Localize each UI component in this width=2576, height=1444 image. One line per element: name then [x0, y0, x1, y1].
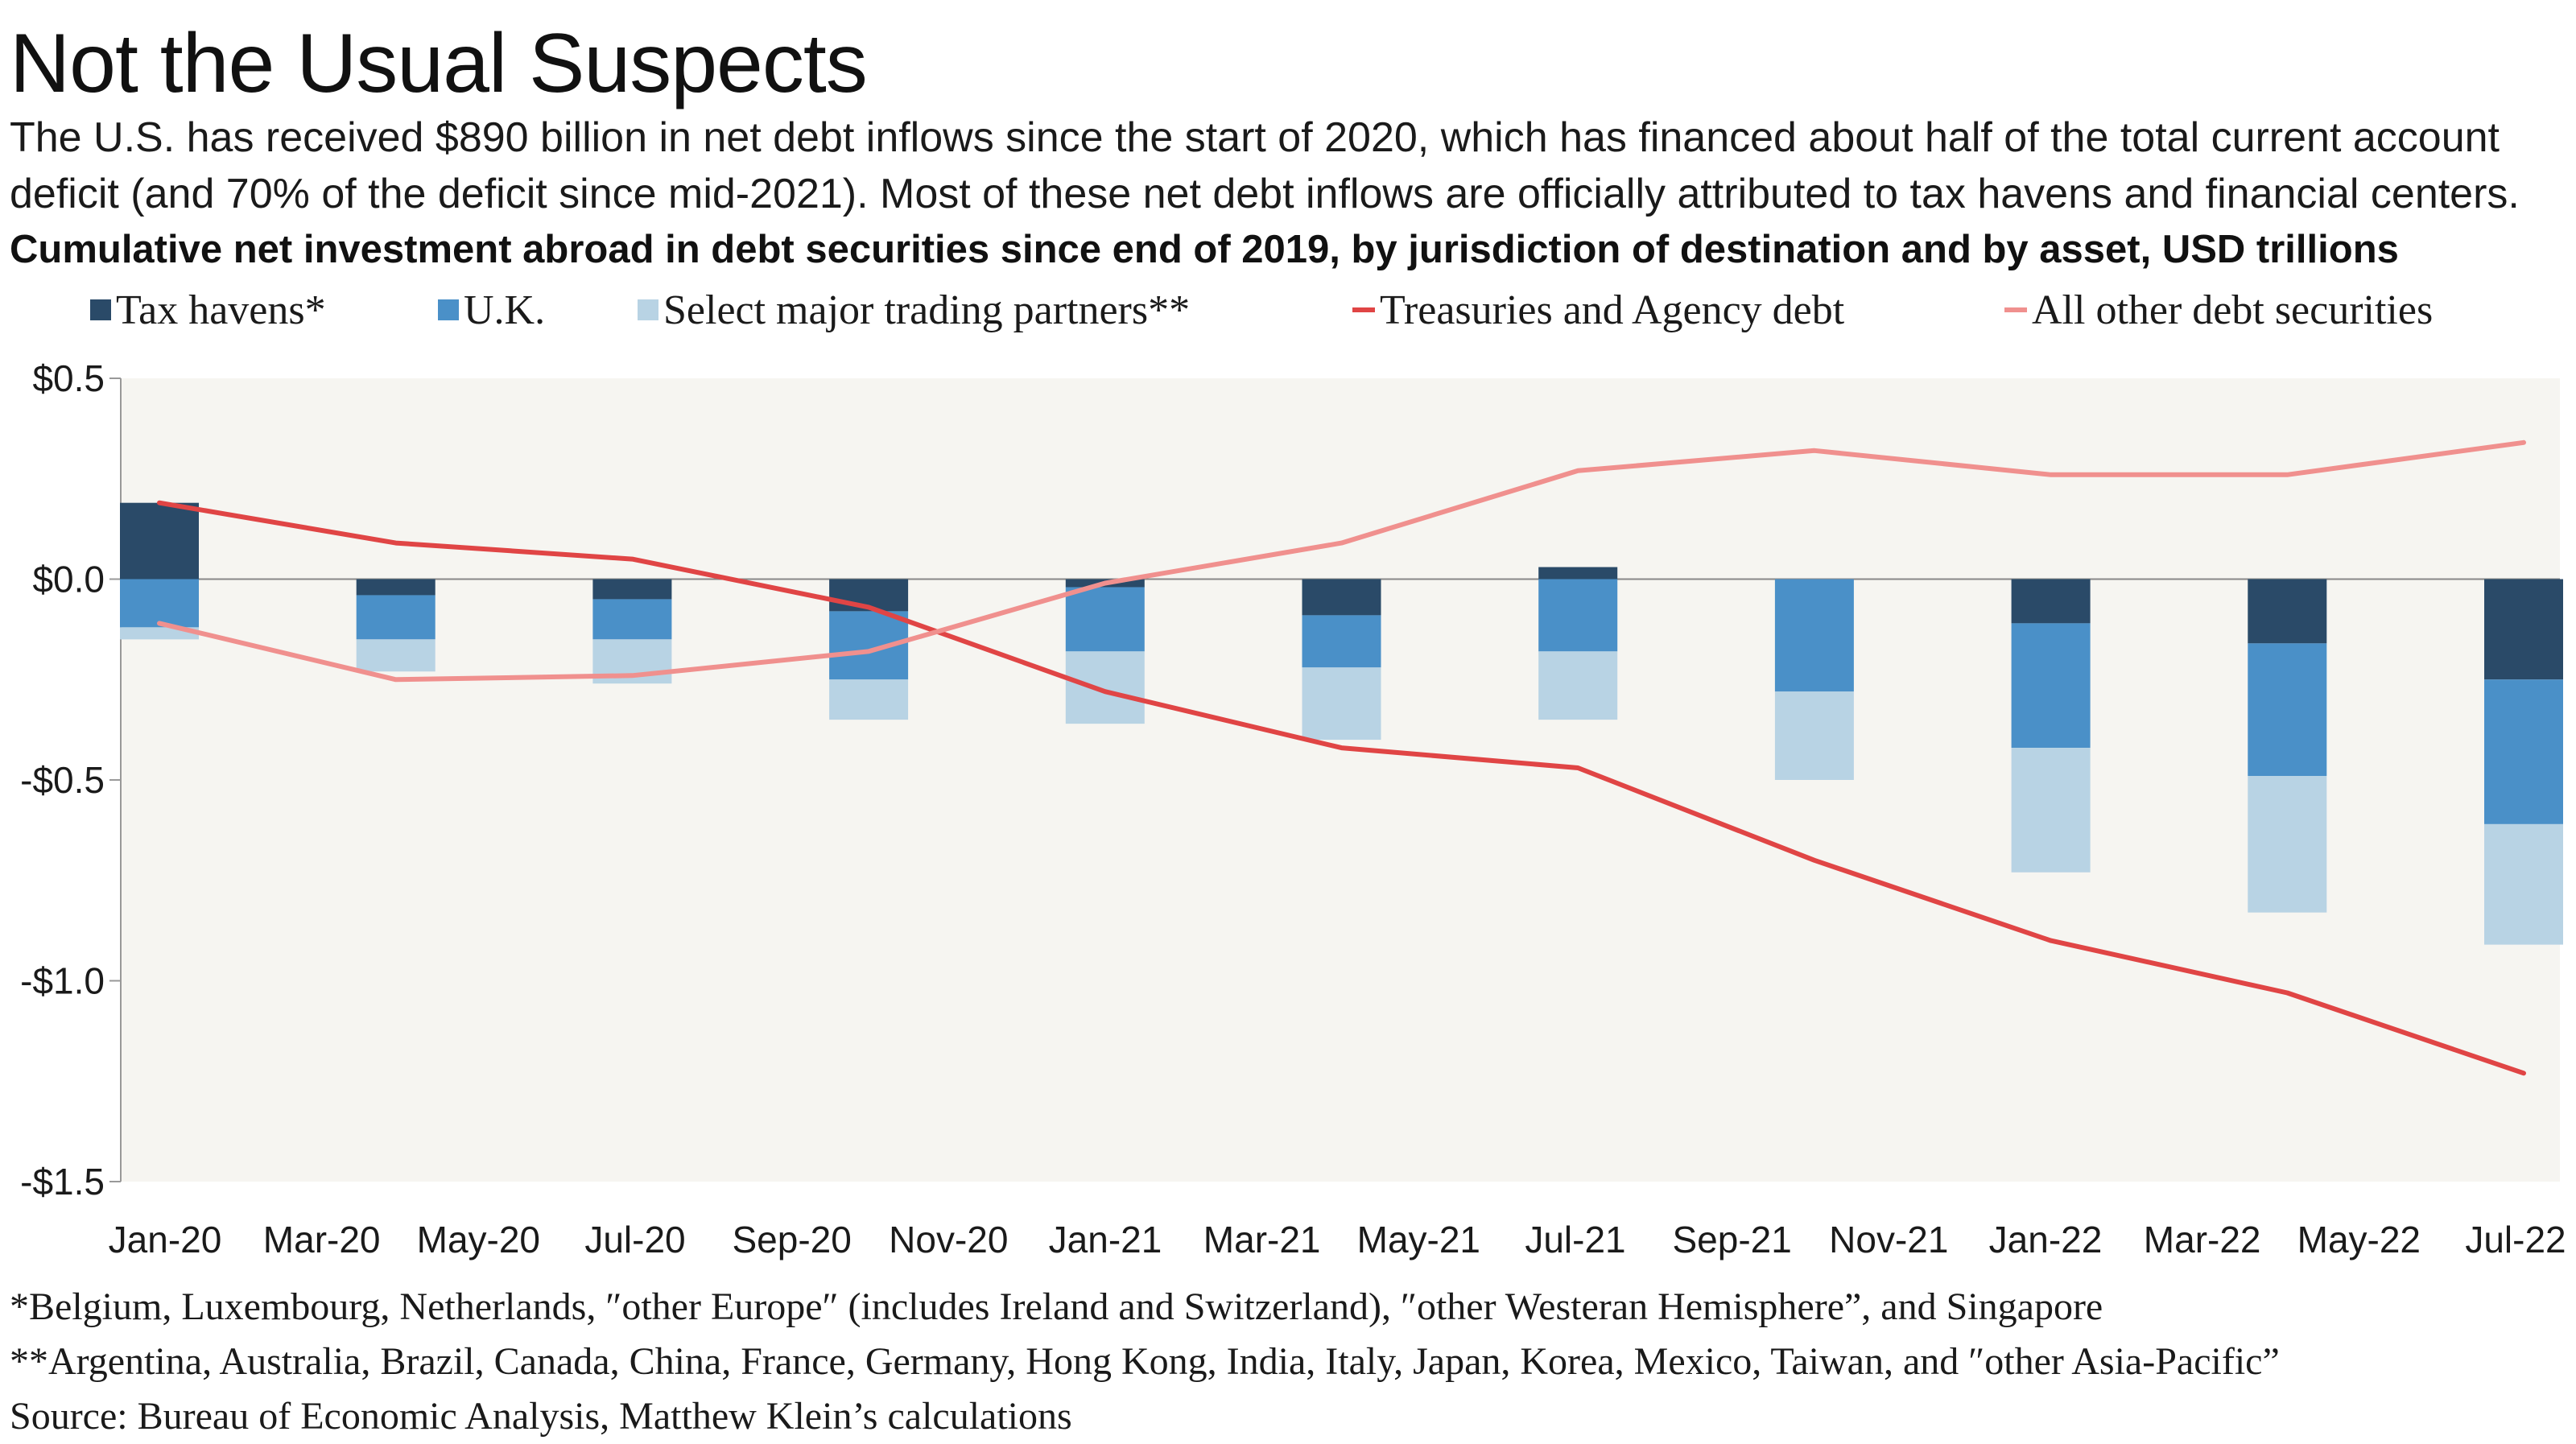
legend-label-other-debt: All other debt securities — [2032, 287, 2434, 333]
x-tick-label: Nov-21 — [1829, 1219, 1948, 1260]
legend-swatch-tax-havens — [90, 299, 111, 320]
legend-label-treasuries: Treasuries and Agency debt — [1380, 287, 1845, 333]
bars — [120, 502, 2563, 945]
y-tick-label: -$1.5 — [20, 1161, 105, 1203]
bar-uk — [592, 599, 672, 640]
x-tick-label: Jul-22 — [2465, 1219, 2566, 1260]
x-tick-label: Jan-21 — [1049, 1219, 1162, 1260]
legend-line-other-debt — [2004, 307, 2027, 312]
legend-label-tax-havens: Tax havens* — [116, 287, 326, 333]
bar-tax-havens — [2484, 579, 2563, 680]
bar-tax-havens — [2248, 579, 2327, 644]
x-tick-label: Mar-20 — [263, 1219, 381, 1260]
bar-trading-partners — [1538, 651, 1618, 720]
legend-item-treasuries: Treasuries and Agency debt — [1352, 282, 1844, 338]
bar-uk — [1774, 579, 1854, 692]
x-tick-label: May-22 — [2297, 1219, 2421, 1260]
bar-trading-partners — [2484, 823, 2563, 945]
bar-uk — [1065, 587, 1145, 652]
bar-tax-havens — [356, 579, 436, 596]
bar-trading-partners — [1302, 667, 1381, 741]
legend-item-trading-partners: Select major trading partners** — [638, 282, 1190, 338]
footnote-trading-partners: **Argentina, Australia, Brazil, Canada, … — [10, 1340, 2280, 1383]
bar-trading-partners — [829, 679, 909, 720]
x-tick-label: Sep-21 — [1672, 1219, 1791, 1260]
bar-uk — [1538, 579, 1618, 652]
x-tick-label: Jul-20 — [584, 1219, 685, 1260]
page-title: Not the Usual Suspects — [10, 17, 868, 110]
bar-trading-partners — [1065, 651, 1145, 724]
plot-background — [121, 378, 2560, 1182]
legend-line-treasuries — [1352, 307, 1375, 312]
chart-title: Cumulative net investment abroad in debt… — [10, 228, 2399, 271]
x-axis: Jan-20 Mar-20 May-20 Jul-20 Sep-20 Nov-20 Jan-… — [109, 1219, 2566, 1260]
bar-trading-partners — [1774, 691, 1854, 780]
bar-tax-havens — [1302, 579, 1381, 616]
source-note: Source: Bureau of Economic Analysis, Mat… — [10, 1395, 1072, 1438]
legend-item-uk: U.K. — [438, 282, 545, 338]
x-tick-label: Nov-20 — [889, 1219, 1008, 1260]
bar-trading-partners — [2011, 748, 2091, 873]
bar-tax-havens — [120, 502, 199, 580]
legend-label-uk: U.K. — [464, 287, 546, 333]
legend-label-trading-partners: Select major trading partners** — [663, 287, 1191, 333]
x-tick-label: Jul-21 — [1525, 1219, 1625, 1260]
bar-uk — [2248, 643, 2327, 777]
x-tick-label: May-21 — [1357, 1219, 1480, 1260]
y-tick-label: -$1.0 — [20, 960, 105, 1002]
legend-swatch-trading-partners — [638, 299, 658, 320]
chart-legend: Tax havens* U.K. Select major trading pa… — [0, 282, 2576, 338]
legend-swatch-uk — [438, 299, 459, 320]
bar-tax-havens — [2011, 579, 2091, 624]
y-tick-label: -$0.5 — [20, 759, 105, 801]
legend-item-other-debt: All other debt securities — [2004, 282, 2433, 338]
y-tick-label: $0.0 — [32, 559, 105, 600]
bar-trading-partners — [356, 639, 436, 672]
bar-trading-partners — [2248, 776, 2327, 913]
bar-uk — [120, 579, 199, 628]
bar-uk — [2484, 679, 2563, 824]
line-treasuries — [157, 500, 2526, 1076]
line-other-debt — [157, 439, 2526, 683]
bar-uk — [1302, 615, 1381, 668]
x-tick-label: Mar-22 — [2144, 1219, 2261, 1260]
footnote-tax-havens: *Belgium, Luxembourg, Netherlands, ″othe… — [10, 1285, 2103, 1328]
bar-uk — [356, 595, 436, 640]
footnotes: *Belgium, Luxembourg, Netherlands, ″othe… — [10, 1280, 2570, 1444]
bar-tax-havens — [1538, 567, 1618, 580]
series-lines — [157, 439, 2526, 1076]
y-tick-label: $0.5 — [32, 357, 105, 399]
legend-item-tax-havens: Tax havens* — [90, 282, 326, 338]
page-subtitle: The U.S. has received $890 billion in ne… — [10, 114, 2520, 217]
x-tick-label: Sep-20 — [732, 1219, 851, 1260]
x-tick-label: Mar-21 — [1203, 1219, 1321, 1260]
chart-plot: $0.5 $0.0 -$0.5 -$1.0 -$1.5 Jan-20 Mar-20 May-… — [20, 357, 2566, 1260]
x-tick-label: Jan-20 — [109, 1219, 222, 1260]
x-tick-label: Jan-22 — [1989, 1219, 2103, 1260]
bar-uk — [2011, 623, 2091, 749]
x-tick-label: May-20 — [417, 1219, 540, 1260]
y-axis: $0.5 $0.0 -$0.5 -$1.0 -$1.5 — [20, 357, 121, 1203]
bar-tax-havens — [592, 579, 672, 600]
